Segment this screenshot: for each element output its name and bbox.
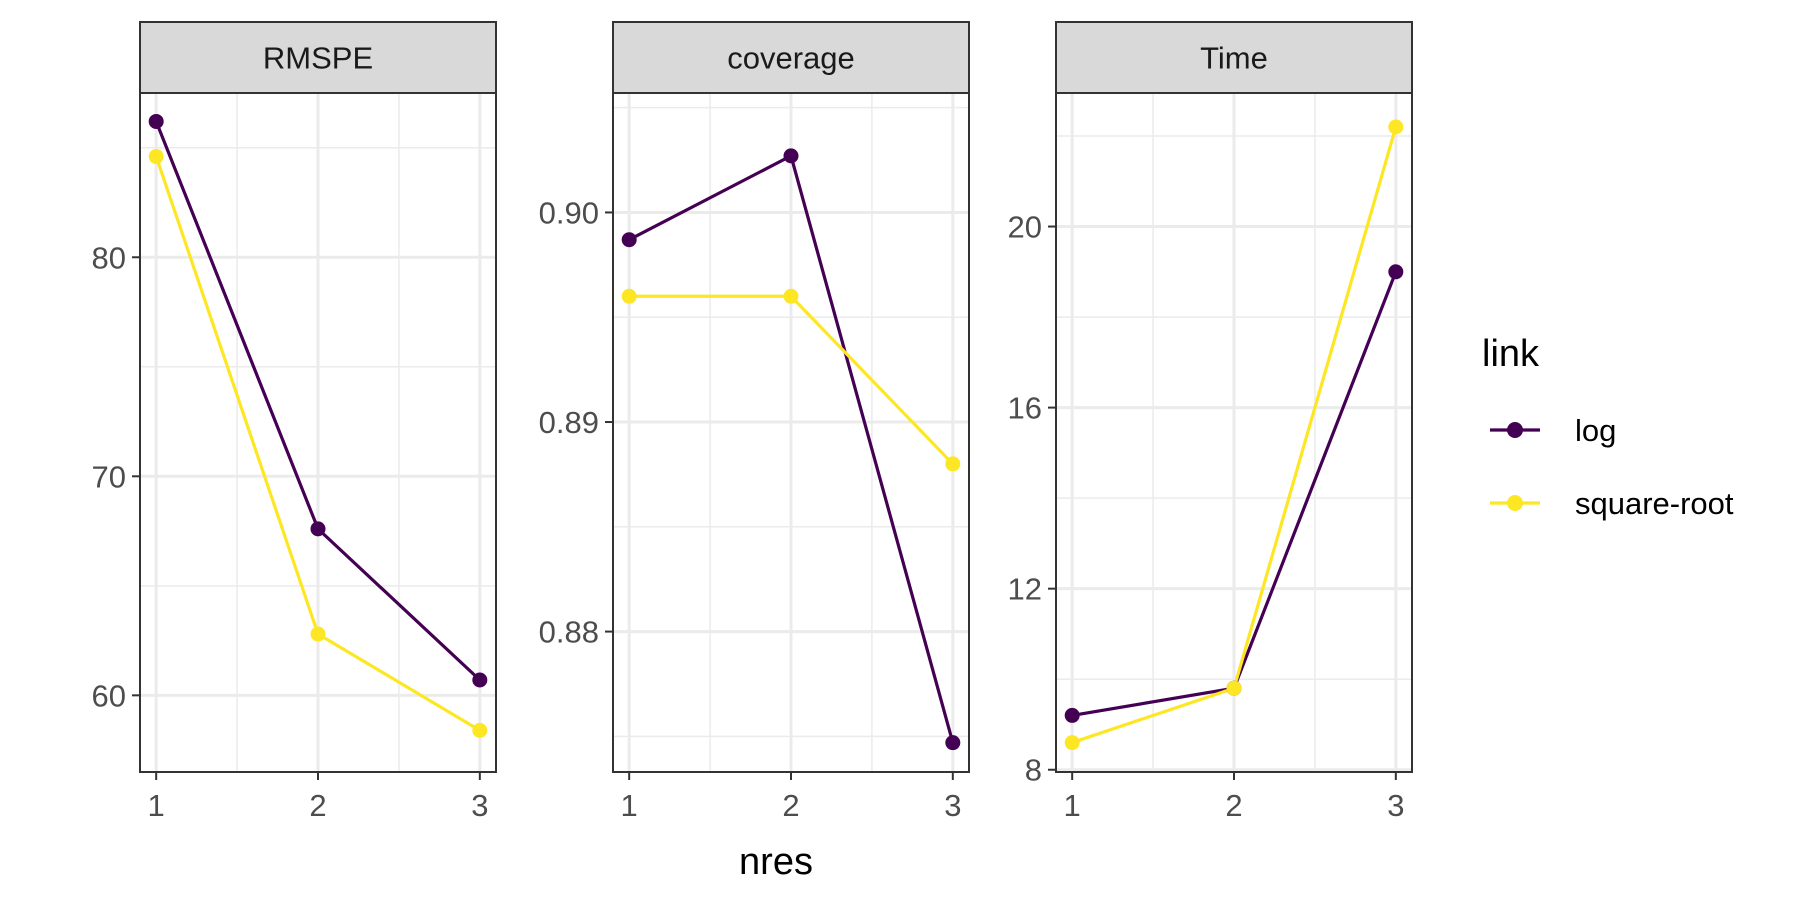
facet-strip [139, 21, 497, 94]
data-point-square-root [310, 626, 326, 642]
facet-strip-label: RMSPE [263, 41, 373, 76]
data-point-log [1064, 707, 1080, 723]
x-tick-label: 2 [1225, 788, 1242, 823]
data-point-log [472, 672, 488, 688]
legend-items: log square-root [1490, 413, 1734, 521]
y-tick-label: 20 [1008, 210, 1042, 245]
facet-strip-label: Time [1200, 41, 1268, 76]
legend-title: link [1482, 333, 1540, 375]
data-point-square-root [945, 456, 961, 472]
data-point-log [621, 232, 637, 248]
y-tick-label: 60 [92, 678, 126, 713]
legend: link log square-root [1482, 333, 1734, 521]
facet-strip-label: coverage [727, 41, 855, 76]
legend-item-square-root: square-root [1490, 486, 1734, 521]
x-tick-label: 1 [1064, 788, 1081, 823]
x-tick-label: 1 [621, 788, 638, 823]
y-tick-label: 80 [92, 240, 126, 275]
y-tick-label: 12 [1008, 572, 1042, 607]
legend-item-log: log [1490, 413, 1616, 448]
data-point-square-root [783, 288, 799, 304]
facet-panel-rmspe: RMSPE 60 70 80 1 2 3 [92, 21, 497, 823]
y-tick-label: 16 [1008, 391, 1042, 426]
y-tick-label: 70 [92, 459, 126, 494]
x-axis-title: nres [739, 841, 813, 883]
x-tick-label: 1 [148, 788, 165, 823]
x-tick-label: 2 [309, 788, 326, 823]
data-point-log [783, 148, 799, 164]
data-point-log [148, 113, 164, 129]
facet-strip [612, 21, 970, 94]
data-point-square-root [148, 149, 164, 165]
y-tick-label: 0.88 [539, 615, 599, 650]
y-tick-label: 8 [1025, 753, 1042, 788]
legend-key-point [1507, 422, 1523, 438]
facet-strip [1055, 21, 1413, 94]
x-tick-label: 3 [944, 788, 961, 823]
x-tick-label: 2 [782, 788, 799, 823]
data-point-square-root [472, 722, 488, 738]
data-point-log [310, 521, 326, 537]
data-point-square-root [621, 288, 637, 304]
y-tick-label: 0.89 [539, 405, 599, 440]
facet-panel-coverage: coverage 0.88 0.89 0.90 1 2 3 [539, 21, 970, 823]
data-point-square-root [1226, 680, 1242, 696]
x-tick-label: 3 [1387, 788, 1404, 823]
legend-label: square-root [1575, 486, 1734, 521]
legend-key-point [1507, 495, 1523, 511]
data-point-log [1388, 264, 1404, 280]
y-tick-label: 0.90 [539, 195, 599, 230]
data-point-log [945, 735, 961, 751]
legend-label: log [1575, 413, 1616, 448]
data-point-square-root [1064, 735, 1080, 751]
data-point-square-root [1388, 119, 1404, 135]
x-tick-label: 3 [471, 788, 488, 823]
